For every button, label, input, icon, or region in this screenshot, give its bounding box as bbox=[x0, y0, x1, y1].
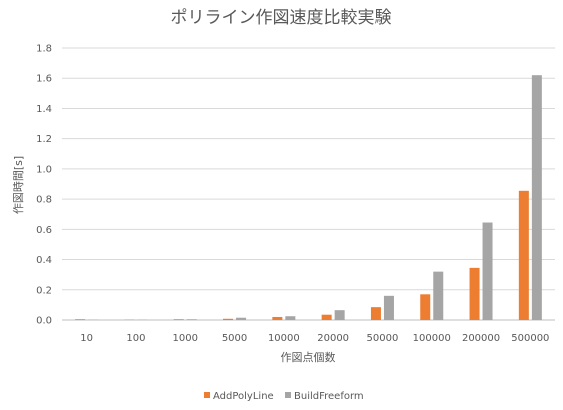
x-tick-label: 20000 bbox=[317, 333, 349, 344]
legend-label-addpolyline: AddPolyLine bbox=[213, 391, 274, 402]
x-tick-label: 1000 bbox=[173, 333, 198, 344]
x-tick-label: 10 bbox=[80, 333, 93, 344]
bar-buildfreeform-1000 bbox=[186, 319, 197, 320]
y-tick-label: 1.8 bbox=[36, 44, 52, 55]
bar-buildfreeform-100000 bbox=[433, 271, 444, 320]
bar-buildfreeform-500000 bbox=[531, 75, 542, 320]
y-axis-title: 作図時間[s] bbox=[12, 156, 25, 214]
gridlines bbox=[62, 47, 555, 321]
y-axis-ticks: 0.0 0.2 0.4 0.6 0.8 1.0 1.2 1.4 1.6 1.8 bbox=[36, 44, 52, 327]
bar-addpolyline-1000 bbox=[173, 319, 184, 320]
bar-buildfreeform-50000 bbox=[383, 295, 394, 320]
bar-buildfreeform-200000 bbox=[482, 222, 493, 320]
chart-title: ポリライン作図速度比較実験 bbox=[171, 8, 392, 28]
bars bbox=[75, 75, 542, 320]
x-axis-title: 作図点個数 bbox=[281, 351, 336, 364]
x-tick-label: 10000 bbox=[268, 333, 300, 344]
y-tick-label: 1.4 bbox=[36, 104, 52, 115]
x-tick-label: 50000 bbox=[367, 333, 399, 344]
bar-buildfreeform-20000 bbox=[334, 310, 345, 320]
x-tick-label: 100 bbox=[126, 333, 145, 344]
bar-buildfreeform-5000 bbox=[236, 317, 247, 320]
y-tick-label: 1.2 bbox=[36, 134, 52, 145]
bar-addpolyline-5000 bbox=[223, 318, 234, 320]
bar-addpolyline-50000 bbox=[370, 307, 381, 320]
y-tick-label: 0.8 bbox=[36, 195, 52, 206]
y-tick-label: 1.6 bbox=[36, 74, 52, 85]
legend-swatch-buildfreeform bbox=[285, 392, 291, 398]
y-tick-label: 1.0 bbox=[36, 164, 52, 175]
bar-addpolyline-10000 bbox=[272, 316, 283, 320]
x-tick-label: 500000 bbox=[511, 333, 549, 344]
bar-buildfreeform-10000 bbox=[285, 316, 296, 320]
x-tick-label: 200000 bbox=[462, 333, 500, 344]
x-tick-label: 100000 bbox=[413, 333, 451, 344]
legend-label-buildfreeform: BuildFreeform bbox=[294, 391, 364, 402]
bar-addpolyline-500000 bbox=[518, 190, 529, 320]
bar-addpolyline-20000 bbox=[321, 314, 332, 320]
bar-addpolyline-100000 bbox=[420, 294, 431, 320]
x-axis-ticks: 10 100 1000 5000 10000 20000 50000 100000 200000… bbox=[80, 333, 549, 344]
bar-addpolyline-10 bbox=[75, 319, 86, 320]
y-tick-label: 0.4 bbox=[36, 255, 52, 266]
bar-addpolyline-200000 bbox=[469, 267, 480, 320]
legend-swatch-addpolyline bbox=[204, 392, 210, 398]
y-tick-label: 0.0 bbox=[36, 316, 52, 327]
legend: AddPolyLine BuildFreeform bbox=[204, 391, 364, 402]
y-tick-label: 0.2 bbox=[36, 285, 52, 296]
x-tick-label: 5000 bbox=[222, 333, 247, 344]
y-tick-label: 0.6 bbox=[36, 225, 52, 236]
